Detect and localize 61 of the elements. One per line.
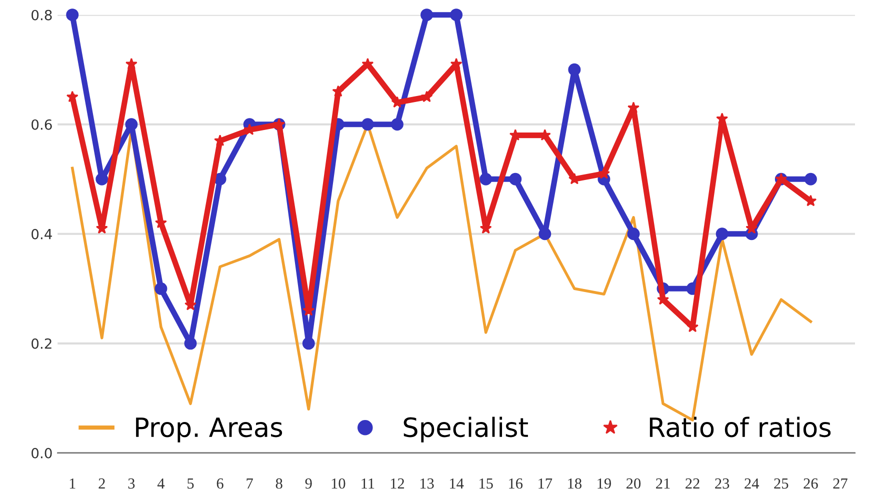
y-tick-label: 0.0 <box>32 448 52 458</box>
x-tick-label: 8 <box>276 478 282 489</box>
y-tick-label: 0.8 <box>32 10 52 20</box>
point <box>66 8 79 22</box>
point <box>184 337 197 350</box>
x-tick-label: 24 <box>744 478 760 489</box>
point <box>716 112 728 124</box>
point <box>627 228 640 240</box>
x-tick-label: 13 <box>420 478 434 489</box>
x-tick-label: 12 <box>390 478 404 489</box>
y-tick-label: 0.2 <box>32 338 52 349</box>
x-tick-label: 1 <box>70 478 76 489</box>
point <box>716 228 728 240</box>
x-tick-label: 23 <box>715 478 730 489</box>
point <box>420 90 433 102</box>
x-tick-label: 5 <box>188 478 194 489</box>
x-tick-label: 4 <box>157 478 165 489</box>
point <box>361 118 374 131</box>
x-tick-label: 7 <box>246 478 253 489</box>
x-tick-label: 6 <box>216 478 224 489</box>
x-tick-label: 14 <box>450 478 464 489</box>
point <box>804 172 817 186</box>
point <box>125 118 138 131</box>
point <box>480 172 492 186</box>
x-tick-label: 21 <box>656 478 670 489</box>
x-tick-label: 3 <box>128 478 135 489</box>
x-tick-label: 20 <box>626 478 641 489</box>
x-tick-label: 10 <box>332 478 346 489</box>
x-tick-label: 15 <box>480 478 493 489</box>
x-tick-label: 25 <box>774 478 788 489</box>
point <box>125 58 138 70</box>
legend-label: Ratio of ratios <box>650 416 831 438</box>
y-tick-label: 0.4 <box>32 228 52 240</box>
point <box>538 228 552 240</box>
legend-label: Specialist <box>404 416 528 442</box>
x-tick-label: 19 <box>598 478 611 489</box>
point <box>420 8 434 22</box>
point <box>509 172 522 186</box>
point <box>66 90 78 102</box>
point <box>450 58 462 70</box>
point <box>568 63 581 76</box>
x-tick-label: 22 <box>686 478 700 489</box>
point <box>390 118 404 131</box>
point <box>804 194 817 206</box>
x-tick-label: 16 <box>509 478 523 489</box>
point <box>332 85 344 97</box>
point <box>154 282 168 295</box>
point <box>302 337 315 350</box>
point <box>628 102 640 114</box>
point <box>96 172 108 186</box>
x-tick-label: 18 <box>568 478 582 489</box>
x-tick-label: 27 <box>833 478 848 489</box>
x-tick-label: 9 <box>305 478 312 489</box>
point <box>450 8 463 22</box>
point <box>598 167 610 179</box>
x-tick-label: 2 <box>98 478 105 489</box>
y-tick-label: 0.6 <box>32 119 52 130</box>
x-tick-label: 17 <box>538 478 552 489</box>
x-tick-label: 11 <box>362 478 374 489</box>
x-tick-label: 26 <box>804 478 818 489</box>
legend-label: Prop. Areas <box>136 418 282 442</box>
